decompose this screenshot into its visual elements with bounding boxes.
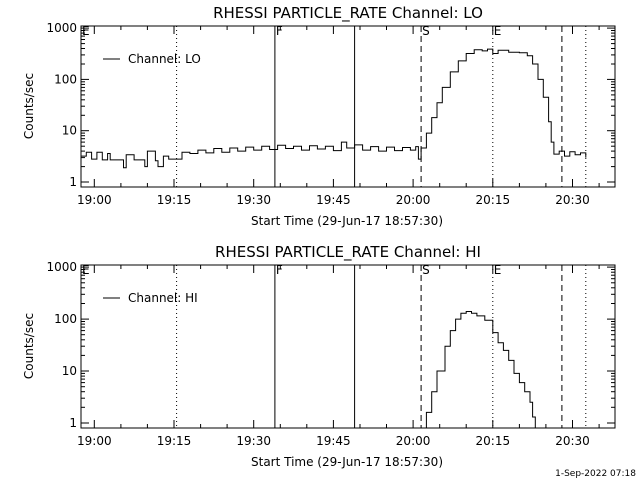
series-line-lo — [81, 48, 587, 169]
marker-label: E — [82, 263, 90, 277]
marker-label: E — [494, 263, 502, 277]
y-tick-label: 100 — [54, 312, 77, 326]
chart-title-hi: RHESSI PARTICLE_RATE Channel: HI — [215, 243, 481, 262]
marker-label: F — [276, 24, 283, 38]
y-tick-label: 1000 — [46, 21, 77, 35]
x-ticks-lo: 19:00 19:15 19:30 19:45 20:00 20:15 20:30 — [77, 26, 600, 207]
legend-hi: Channel: HI — [103, 291, 198, 305]
x-tick-label: 20:15 — [476, 434, 511, 448]
x-tick-label: 20:30 — [555, 434, 590, 448]
marker-label: S — [422, 24, 430, 38]
x-tick-label: 19:30 — [236, 434, 271, 448]
y-tick-label: 1 — [69, 416, 77, 430]
x-tick-label: 19:15 — [157, 193, 192, 207]
y-tick-label: 100 — [54, 72, 77, 86]
plot-frame-lo — [80, 25, 616, 188]
x-ticks-hi: 19:00 19:15 19:30 19:45 20:00 20:15 20:30 — [77, 265, 600, 448]
y-axis-label-lo: Counts/sec — [22, 73, 36, 139]
y-axis-label-hi: Counts/sec — [22, 313, 36, 379]
x-tick-label: 20:30 — [555, 193, 590, 207]
marker-label: E — [82, 24, 90, 38]
x-tick-label: 20:00 — [396, 193, 431, 207]
x-tick-label: 19:30 — [236, 193, 271, 207]
y-tick-label: 1000 — [46, 260, 77, 274]
y-tick-label: 10 — [62, 364, 77, 378]
y-tick-label: 10 — [62, 124, 77, 138]
marker-label: S — [422, 263, 430, 277]
x-axis-label-lo: Start Time (29-Jun-17 18:57:30) — [251, 214, 443, 228]
y-tick-label: 1 — [69, 175, 77, 189]
x-tick-label: 19:45 — [316, 193, 351, 207]
x-tick-label: 19:15 — [157, 434, 192, 448]
marker-label: F — [276, 263, 283, 277]
legend-lo: Channel: LO — [103, 52, 201, 66]
x-tick-label: 20:00 — [396, 434, 431, 448]
chart-title-lo: RHESSI PARTICLE_RATE Channel: LO — [213, 4, 483, 23]
x-tick-label: 19:45 — [316, 434, 351, 448]
marker-label: E — [494, 24, 502, 38]
legend-entry-lo: Channel: LO — [128, 52, 201, 66]
y-ticks-lo: 1 10 100 1000 — [46, 21, 615, 189]
y-ticks-hi: 1 10 100 1000 — [46, 260, 615, 430]
x-axis-label-hi: Start Time (29-Jun-17 18:57:30) — [251, 455, 443, 469]
plot-frame-hi — [80, 264, 616, 429]
legend-entry-hi: Channel: HI — [128, 291, 198, 305]
footer-timestamp: 1-Sep-2022 07:18 — [555, 469, 636, 479]
x-tick-label: 20:15 — [476, 193, 511, 207]
x-tick-label: 19:00 — [77, 434, 112, 448]
x-tick-label: 19:00 — [77, 193, 112, 207]
series-line-hi — [423, 311, 536, 429]
